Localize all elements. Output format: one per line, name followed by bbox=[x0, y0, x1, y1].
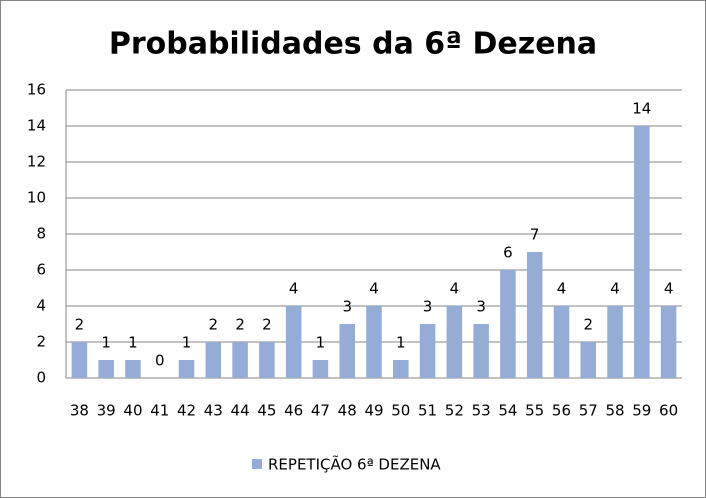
legend-label: REPETIÇÃO 6ª DEZENA bbox=[268, 455, 441, 474]
bar bbox=[473, 324, 489, 378]
bar bbox=[419, 324, 436, 378]
data-label: 2 bbox=[583, 316, 593, 334]
x-tick-label: 58 bbox=[605, 402, 624, 420]
data-label: 2 bbox=[75, 316, 85, 334]
data-label: 3 bbox=[476, 298, 486, 316]
y-tick-label: 0 bbox=[36, 369, 46, 387]
data-label: 4 bbox=[557, 280, 567, 298]
x-tick-label: 50 bbox=[391, 402, 410, 420]
data-label: 1 bbox=[128, 334, 138, 352]
bar bbox=[312, 360, 329, 378]
legend-swatch bbox=[252, 459, 262, 469]
data-label: 2 bbox=[235, 316, 245, 334]
x-tick-label: 41 bbox=[150, 402, 169, 420]
x-tick-label: 49 bbox=[364, 402, 383, 420]
x-tick-label: 54 bbox=[498, 402, 517, 420]
y-tick-label: 4 bbox=[36, 297, 46, 315]
x-tick-label: 40 bbox=[123, 402, 142, 420]
data-label: 1 bbox=[101, 334, 111, 352]
x-tick-label: 51 bbox=[418, 402, 437, 420]
data-label: 1 bbox=[316, 334, 326, 352]
x-tick-label: 42 bbox=[177, 402, 196, 420]
x-tick-label: 45 bbox=[257, 402, 276, 420]
x-tick-label: 47 bbox=[311, 402, 330, 420]
bar bbox=[339, 324, 355, 378]
chart-title: Probabilidades da 6ª Dezena bbox=[109, 27, 597, 62]
bar bbox=[71, 342, 88, 378]
y-tick-label: 16 bbox=[27, 81, 46, 99]
data-label: 7 bbox=[530, 226, 540, 244]
x-tick-label: 38 bbox=[70, 402, 89, 420]
data-label: 3 bbox=[342, 298, 352, 316]
data-label: 4 bbox=[610, 280, 620, 298]
x-tick-label: 44 bbox=[231, 402, 250, 420]
bar bbox=[232, 342, 248, 378]
bar bbox=[205, 342, 222, 378]
data-label: 3 bbox=[423, 298, 433, 316]
y-tick-label: 14 bbox=[27, 117, 46, 135]
y-tick-label: 12 bbox=[27, 153, 46, 171]
x-tick-label: 52 bbox=[445, 402, 464, 420]
bar bbox=[446, 306, 463, 378]
bar bbox=[607, 306, 623, 378]
x-tick-label: 53 bbox=[472, 402, 491, 420]
data-label: 6 bbox=[503, 244, 513, 262]
x-tick-label: 55 bbox=[525, 402, 544, 420]
bar bbox=[285, 306, 302, 378]
x-tick-label: 39 bbox=[97, 402, 116, 420]
bar bbox=[366, 306, 382, 378]
bar bbox=[393, 360, 409, 378]
bar bbox=[526, 252, 543, 378]
data-label: 0 bbox=[155, 352, 165, 370]
data-label: 4 bbox=[450, 280, 460, 298]
x-tick-label: 43 bbox=[204, 402, 223, 420]
x-tick-label: 48 bbox=[338, 402, 357, 420]
x-tick-label: 57 bbox=[579, 402, 598, 420]
bar bbox=[98, 360, 114, 378]
y-tick-label: 8 bbox=[36, 225, 46, 243]
bar bbox=[660, 306, 677, 378]
bar bbox=[259, 342, 275, 378]
x-tick-label: 46 bbox=[284, 402, 303, 420]
bar bbox=[178, 360, 195, 378]
bar bbox=[580, 342, 597, 378]
data-label: 2 bbox=[262, 316, 272, 334]
bar bbox=[500, 270, 516, 378]
y-tick-label: 10 bbox=[27, 189, 46, 207]
y-tick-label: 6 bbox=[36, 261, 46, 279]
data-label: 4 bbox=[369, 280, 379, 298]
data-label: 4 bbox=[289, 280, 299, 298]
data-label: 1 bbox=[182, 334, 192, 352]
bar bbox=[553, 306, 570, 378]
x-tick-label: 59 bbox=[632, 402, 651, 420]
data-label: 2 bbox=[209, 316, 219, 334]
bar bbox=[125, 360, 141, 378]
x-tick-label: 60 bbox=[659, 402, 678, 420]
bar bbox=[634, 126, 650, 378]
x-tick-label: 56 bbox=[552, 402, 571, 420]
y-tick-label: 2 bbox=[36, 333, 46, 351]
data-label: 1 bbox=[396, 334, 406, 352]
data-label: 14 bbox=[632, 100, 651, 118]
data-label: 4 bbox=[664, 280, 674, 298]
